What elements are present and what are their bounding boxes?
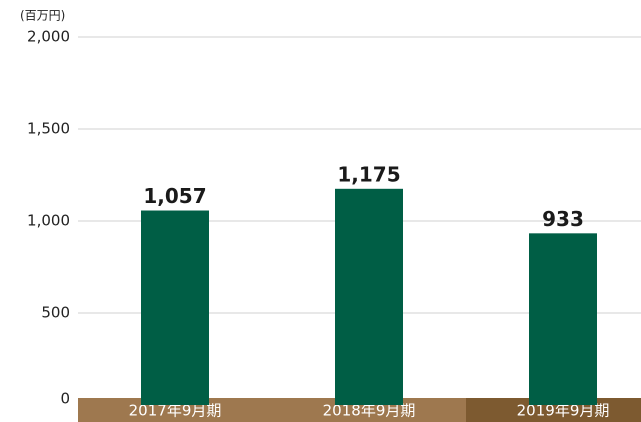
value-label: 1,175: [337, 162, 400, 186]
bar: [335, 188, 403, 405]
unit-label: (百万円): [20, 9, 65, 23]
y-tick-label: 2,000: [27, 28, 70, 46]
y-tick-label: 1,000: [27, 212, 70, 230]
x-tick-label: 2017年9月期: [129, 402, 222, 420]
value-label: 1,057: [143, 184, 206, 208]
y-tick-label: 1,500: [27, 120, 70, 138]
value-label: 933: [542, 207, 584, 231]
y-tick-label: 0: [60, 390, 70, 408]
x-tick-label: 2019年9月期: [517, 402, 610, 420]
bar: [141, 210, 209, 405]
x-tick-label: 2018年9月期: [323, 402, 416, 420]
y-tick-label: 500: [41, 304, 70, 322]
bar: [529, 233, 597, 405]
